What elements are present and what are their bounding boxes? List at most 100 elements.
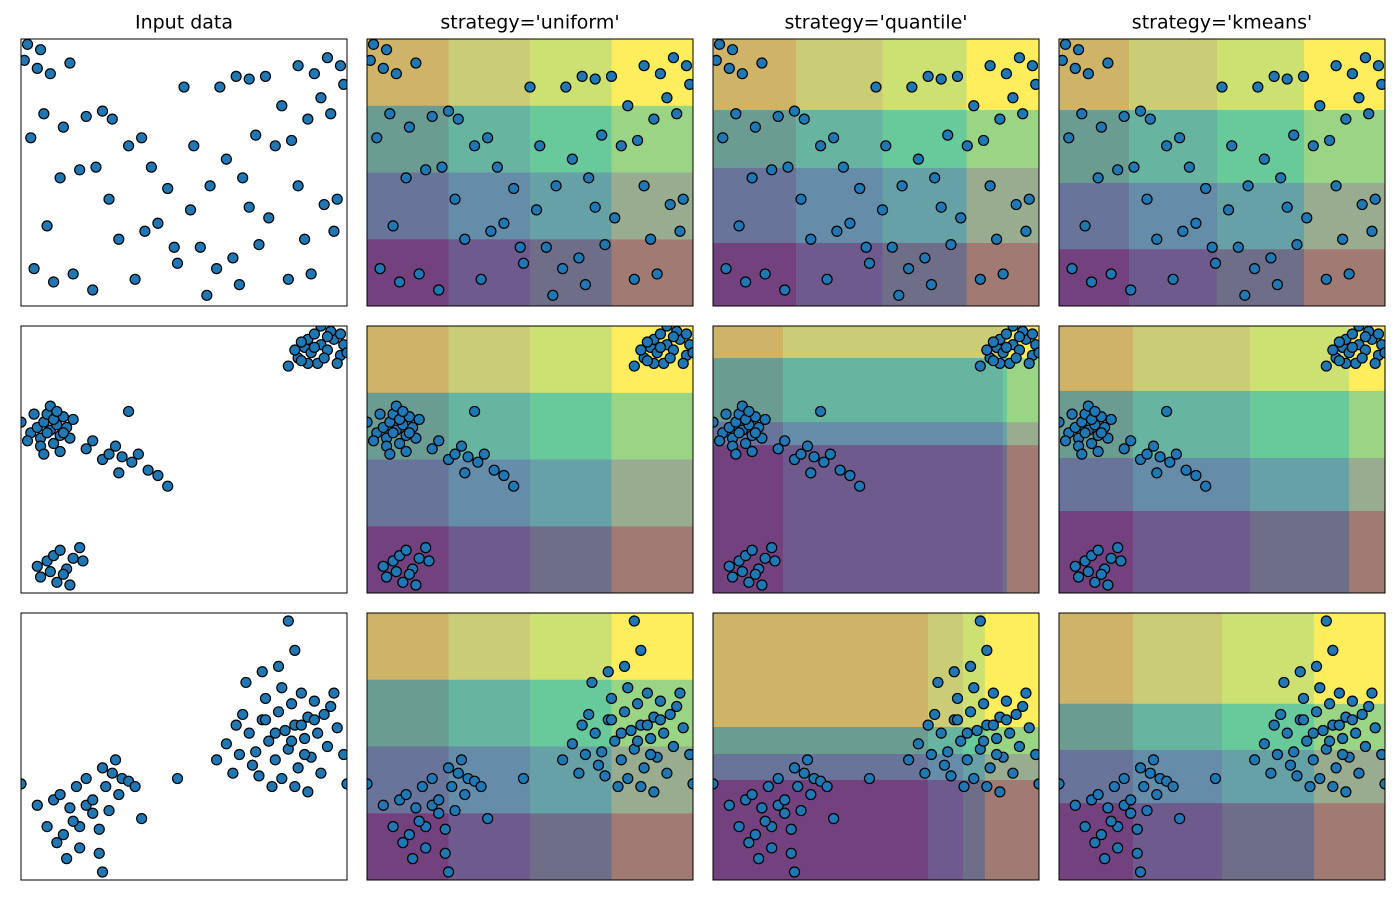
point xyxy=(654,328,667,340)
point xyxy=(334,60,347,72)
point xyxy=(1092,544,1104,556)
point xyxy=(44,68,56,80)
point xyxy=(475,273,487,285)
point xyxy=(1379,778,1385,790)
point xyxy=(1190,469,1202,482)
point xyxy=(615,727,627,739)
point xyxy=(367,435,380,447)
point xyxy=(886,241,898,253)
y-bin xyxy=(367,39,693,106)
point xyxy=(318,352,330,364)
point xyxy=(951,70,964,82)
point xyxy=(413,268,425,280)
point xyxy=(746,788,758,801)
point xyxy=(1131,823,1143,835)
point xyxy=(41,220,53,232)
point xyxy=(259,714,272,726)
point xyxy=(1007,326,1019,332)
point xyxy=(400,172,412,184)
point xyxy=(772,110,784,123)
point xyxy=(1314,772,1326,785)
point xyxy=(938,759,951,771)
point xyxy=(759,268,771,280)
y-bin xyxy=(1059,182,1385,250)
point xyxy=(605,70,618,82)
point xyxy=(1030,748,1039,761)
point xyxy=(253,238,265,251)
point xyxy=(779,435,791,447)
point xyxy=(932,676,944,689)
point xyxy=(743,837,755,849)
point xyxy=(47,437,60,450)
point xyxy=(1105,815,1117,827)
point xyxy=(1134,866,1147,878)
point xyxy=(403,427,415,439)
point xyxy=(779,794,791,806)
panel-frame xyxy=(20,612,348,881)
point xyxy=(1010,352,1022,364)
points xyxy=(367,39,693,301)
point xyxy=(948,666,960,678)
point xyxy=(961,727,973,739)
point xyxy=(400,445,412,458)
panel-frame xyxy=(1058,612,1386,881)
point xyxy=(1059,435,1072,447)
point xyxy=(433,284,445,296)
point xyxy=(814,405,827,418)
point xyxy=(834,464,846,476)
point xyxy=(1297,714,1310,726)
point xyxy=(77,555,89,567)
point xyxy=(394,276,406,288)
point xyxy=(1141,448,1153,460)
point xyxy=(1010,198,1022,211)
point xyxy=(129,273,141,285)
panel xyxy=(20,325,348,594)
point xyxy=(984,762,996,774)
point xyxy=(299,748,311,761)
point xyxy=(403,121,415,133)
point xyxy=(416,780,429,793)
point xyxy=(1356,708,1368,721)
y-bin xyxy=(713,167,1039,243)
point xyxy=(367,39,380,50)
point xyxy=(749,427,761,439)
point xyxy=(54,788,66,801)
point xyxy=(596,746,608,758)
point xyxy=(961,754,973,766)
point xyxy=(991,732,1003,745)
point xyxy=(289,780,301,793)
point xyxy=(433,435,445,447)
point xyxy=(38,448,50,460)
point xyxy=(321,331,334,343)
point xyxy=(74,842,86,854)
point xyxy=(1160,405,1173,418)
point xyxy=(880,140,892,152)
point xyxy=(285,134,298,147)
point xyxy=(116,451,128,463)
point xyxy=(599,770,611,782)
point xyxy=(331,357,343,369)
point xyxy=(1013,52,1026,64)
point xyxy=(41,427,53,439)
point xyxy=(308,341,320,353)
point xyxy=(631,698,644,710)
point xyxy=(1125,435,1137,447)
y-bin xyxy=(1059,457,1385,512)
point xyxy=(70,780,83,793)
point xyxy=(295,687,307,699)
point xyxy=(788,866,801,878)
point xyxy=(67,413,79,426)
point xyxy=(733,220,745,232)
panel-frame xyxy=(712,612,1040,881)
point xyxy=(122,140,135,152)
point xyxy=(1147,754,1160,766)
point xyxy=(1007,767,1019,779)
point xyxy=(328,225,340,237)
point xyxy=(635,344,647,356)
point xyxy=(638,180,650,192)
point xyxy=(80,443,92,455)
point xyxy=(628,273,640,285)
point xyxy=(912,738,924,750)
point xyxy=(772,772,784,785)
point xyxy=(1079,820,1091,833)
